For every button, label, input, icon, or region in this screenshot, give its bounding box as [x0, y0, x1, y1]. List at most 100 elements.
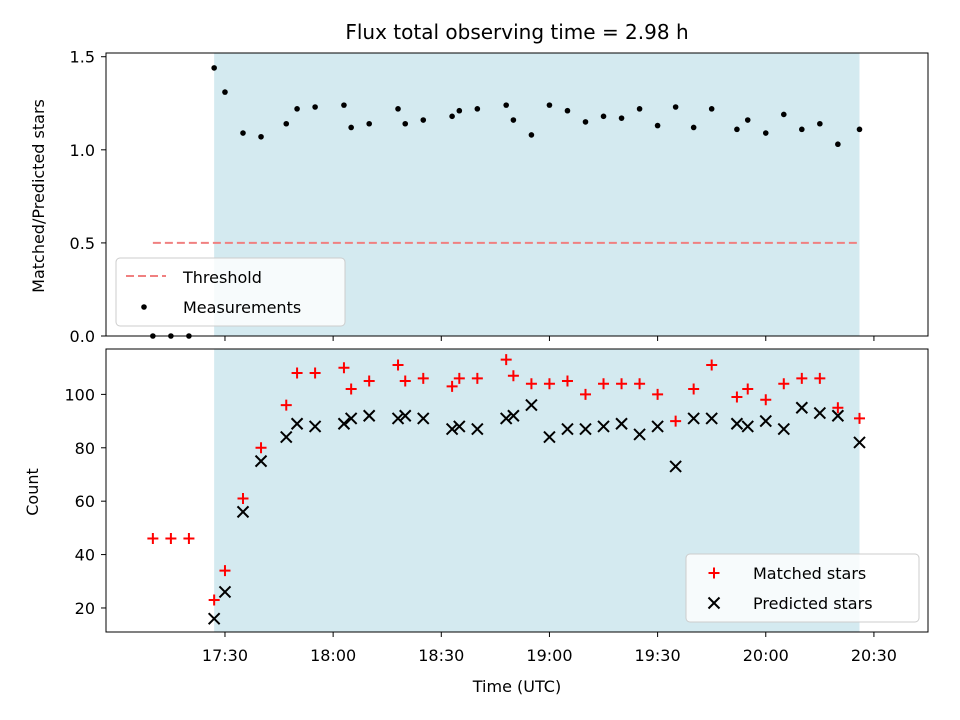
matched-star-marker: [525, 378, 537, 390]
matched-star-marker: [453, 372, 465, 384]
measurement-point: [366, 120, 372, 127]
predicted-star-marker: [795, 401, 809, 414]
bottom-y-tick-label: 60: [75, 492, 95, 511]
measurement-point: [636, 106, 643, 112]
top-panel: 0.0 0.5 1.0 1.5 Threshold Measurements: [70, 48, 929, 346]
matched-star-marker: [417, 372, 429, 384]
matched-star-marker: [219, 565, 231, 577]
matched-star-marker: [237, 493, 249, 505]
measurement-point: [835, 141, 841, 148]
predicted-star-marker: [651, 420, 664, 433]
predicted-star-marker: [741, 420, 754, 433]
matched-star-marker: [147, 533, 159, 545]
predicted-star-marker: [471, 422, 484, 436]
x-tick-label: 19:30: [635, 646, 681, 665]
legend-predicted-swatch: [707, 596, 721, 610]
predicted-star-marker: [561, 422, 574, 436]
measurement-point: [582, 119, 589, 125]
measurement-point: [762, 130, 769, 136]
predicted-star-marker: [290, 417, 304, 430]
matched-star-marker: [208, 594, 220, 606]
legend-label: Predicted stars: [753, 594, 873, 613]
predicted-star-marker: [759, 414, 772, 428]
bottom-y-tick-label: 80: [75, 439, 95, 458]
matched-star-marker: [742, 383, 754, 395]
measurement-point: [672, 104, 679, 110]
bottom-y-tick-label: 20: [75, 599, 95, 618]
top-y-tick-label: 0.0: [70, 327, 95, 346]
predicted-star-marker: [597, 420, 610, 433]
x-tick-label: 17:30: [202, 646, 248, 665]
predicted-star-marker: [218, 585, 232, 599]
measurement-point: [618, 115, 625, 121]
matched-star-marker: [280, 399, 292, 411]
top-y-axis-label: Matched/Predicted stars: [29, 99, 48, 293]
predicted-star-marker: [633, 428, 646, 441]
matched-star-marker: [778, 378, 790, 390]
measurement-point: [420, 117, 427, 123]
predicted-star-marker: [280, 430, 293, 444]
predicted-star-marker: [507, 409, 520, 422]
predicted-star-marker: [730, 417, 744, 430]
x-tick-label: 18:30: [418, 646, 464, 665]
predicted-star-marker: [777, 422, 790, 436]
legend-label: Threshold: [182, 268, 262, 287]
measurement-point: [294, 106, 300, 112]
matched-star-marker: [309, 367, 321, 379]
measurement-point: [341, 102, 347, 108]
measurement-point: [503, 102, 509, 108]
measurement-point: [799, 126, 805, 133]
matched-star-marker: [580, 388, 591, 400]
legend-measurement-swatch: [141, 304, 147, 310]
matched-star-marker: [338, 362, 350, 374]
measurement-point: [449, 113, 455, 120]
predicted-star-marker: [579, 422, 592, 436]
measurement-point: [528, 132, 535, 138]
matched-star-marker: [854, 412, 865, 424]
matched-star-marker: [731, 391, 743, 403]
predicted-star-marker: [687, 412, 700, 425]
measurement-point: [600, 113, 607, 120]
matched-star-marker: [363, 375, 375, 387]
predicted-star-marker: [308, 420, 322, 433]
predicted-star-marker: [445, 422, 459, 436]
measurement-point: [510, 117, 517, 123]
measurement-point: [312, 104, 318, 110]
matched-star-marker: [832, 402, 844, 414]
measurement-point: [258, 133, 264, 140]
measurement-point: [856, 126, 863, 133]
predicted-star-marker: [615, 417, 628, 430]
predicted-star-marker: [417, 412, 430, 425]
bottom-axes-frame: [105, 348, 929, 633]
predicted-star-marker: [207, 612, 221, 625]
predicted-star-marker: [813, 406, 827, 420]
x-tick-label: 20:30: [851, 646, 897, 665]
measurement-point: [734, 126, 740, 133]
matched-star-marker: [634, 378, 646, 390]
x-tick-label: 18:00: [310, 646, 356, 665]
legend-label: Measurements: [183, 298, 301, 317]
measurement-point: [402, 120, 409, 127]
matched-star-marker: [598, 378, 610, 390]
bottom-panel: 17:30 18:00 18:30 19:00 19:30 20:00 20:30 20 40 6…: [64, 348, 929, 665]
measurement-point: [283, 120, 290, 127]
measurement-point: [690, 124, 697, 131]
measurement-point: [654, 122, 661, 129]
matched-star-marker: [399, 375, 411, 387]
matched-star-marker: [446, 380, 458, 392]
matched-star-marker: [670, 415, 682, 427]
matched-star-marker: [796, 372, 808, 384]
measurement-point: [222, 89, 228, 95]
bottom-legend: [685, 553, 920, 623]
matched-star-marker: [507, 370, 519, 382]
measurement-point: [744, 117, 751, 123]
predicted-star-marker: [344, 412, 358, 425]
predicted-star-marker: [499, 412, 513, 425]
x-tick-label: 20:00: [743, 646, 789, 665]
top-axes-frame: [105, 52, 929, 337]
top-legend: [115, 257, 346, 327]
matched-star-marker: [291, 367, 303, 379]
measurement-point: [211, 65, 217, 71]
predicted-star-marker: [254, 454, 268, 468]
top-y-tick-label: 1.0: [70, 141, 95, 160]
